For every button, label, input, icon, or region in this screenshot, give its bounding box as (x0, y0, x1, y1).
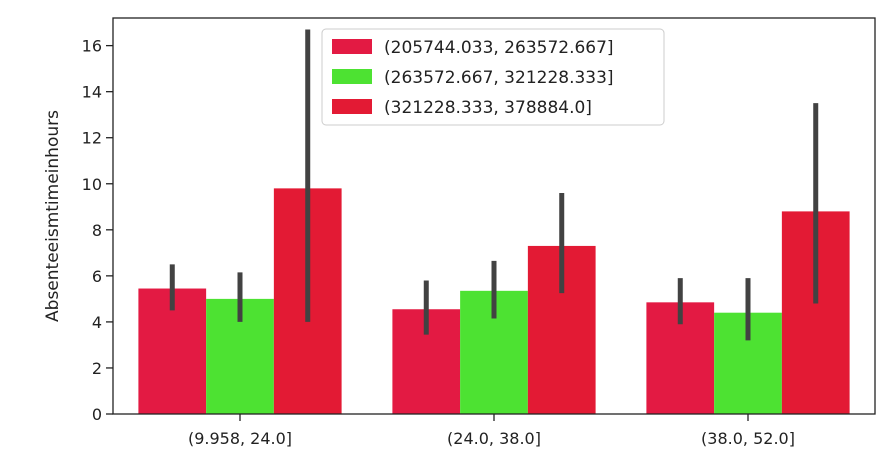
y-tick-label: 6 (92, 267, 102, 286)
x-tick-label: (38.0, 52.0] (701, 429, 795, 448)
legend-swatch (332, 99, 372, 114)
legend-entry-label: (205744.033, 263572.667] (384, 38, 614, 58)
legend-entry-label: (321228.333, 378884.0] (384, 98, 592, 118)
axes: 0 2 4 6 8 10 12 14 16 (9.958, 24.0] (24.0, 38.0] (3… (82, 17, 876, 448)
x-tick-label: (24.0, 38.0] (447, 429, 541, 448)
legend-entry-label: (263572.667, 321228.333] (384, 68, 614, 88)
legend-box (321, 28, 665, 126)
y-tick-label: 2 (92, 359, 102, 378)
y-tick-label: 12 (82, 129, 102, 148)
y-tick-label: 4 (92, 313, 102, 332)
y-tick-label: 16 (82, 37, 102, 56)
y-tick-label: 14 (82, 83, 102, 102)
plot-area (138, 29, 850, 414)
y-tick-label: 0 (92, 405, 102, 424)
legend-swatch (332, 69, 372, 84)
y-axis-label: Absenteeismtimeinhours (43, 110, 63, 322)
x-tick-label: (9.958, 24.0] (188, 429, 292, 448)
legend-swatch (332, 39, 372, 54)
y-tick-label: 10 (82, 175, 102, 194)
legend: (205744.033, 263572.667] (263572.667, 321… (321, 28, 665, 126)
y-tick-label: 8 (92, 221, 102, 240)
